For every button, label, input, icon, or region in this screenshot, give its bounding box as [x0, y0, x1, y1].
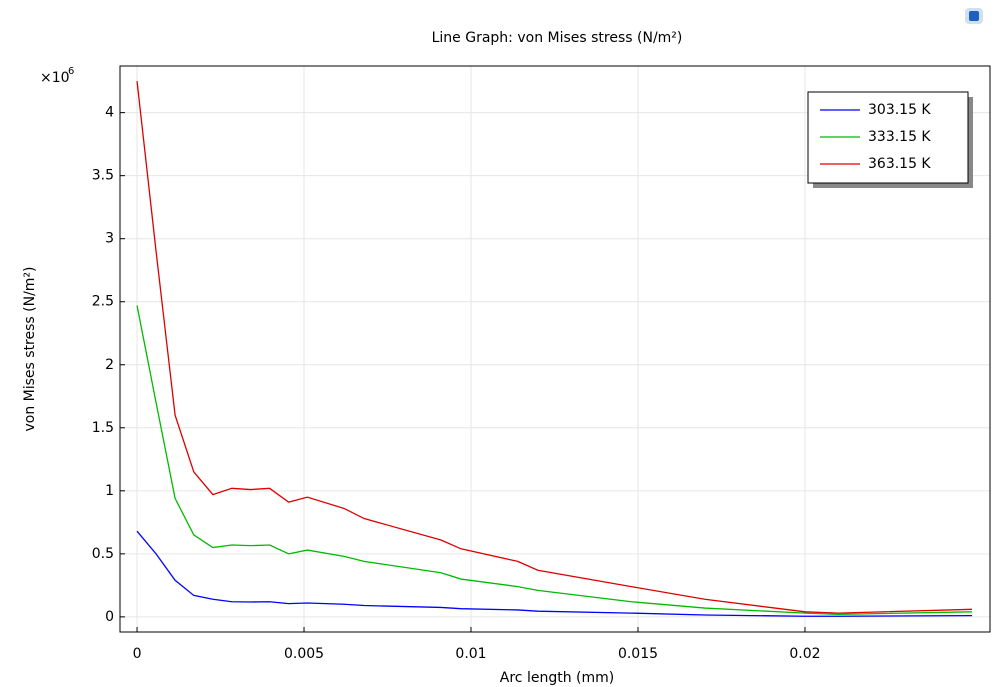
x-tick-label: 0 [133, 646, 142, 662]
line-series [136, 530, 972, 617]
y-tick-label: 2.5 [92, 294, 114, 310]
y-axis-label: von Mises stress (N/m²) [22, 266, 38, 431]
legend-label: 333.15 K [868, 129, 931, 145]
y-tick-label: 4 [105, 105, 114, 121]
y-tick-label: 0 [105, 609, 114, 625]
y-tick-label: 0.5 [92, 546, 114, 562]
y-multiplier: ×10 [40, 70, 70, 86]
x-tick-label: 0.015 [618, 646, 658, 662]
y-multiplier-exponent: 6 [68, 66, 74, 77]
x-tick-label: 0.02 [789, 646, 820, 662]
y-tick-label: 2 [105, 357, 114, 373]
legend-label: 363.15 K [868, 156, 931, 172]
y-tick-label: 3.5 [92, 168, 114, 184]
x-axis-label: Arc length (mm) [500, 670, 614, 686]
chart-title: Line Graph: von Mises stress (N/m²) [432, 30, 683, 46]
line-series [136, 81, 972, 614]
x-tick-label: 0.01 [455, 646, 486, 662]
y-tick-label: 3 [105, 231, 114, 247]
line-series [136, 305, 972, 616]
plot-frame [119, 65, 991, 633]
y-tick-label: 1.5 [92, 420, 114, 436]
legend-label: 303.15 K [868, 102, 931, 118]
y-tick-label: 1 [105, 483, 114, 499]
x-tick-label: 0.005 [284, 646, 324, 662]
app-icon [965, 8, 983, 24]
